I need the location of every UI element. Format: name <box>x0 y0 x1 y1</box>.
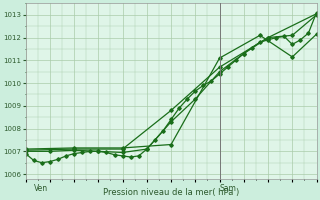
Text: Sam: Sam <box>220 184 236 193</box>
Text: Ven: Ven <box>34 184 48 193</box>
X-axis label: Pression niveau de la mer( hPa ): Pression niveau de la mer( hPa ) <box>103 188 239 197</box>
